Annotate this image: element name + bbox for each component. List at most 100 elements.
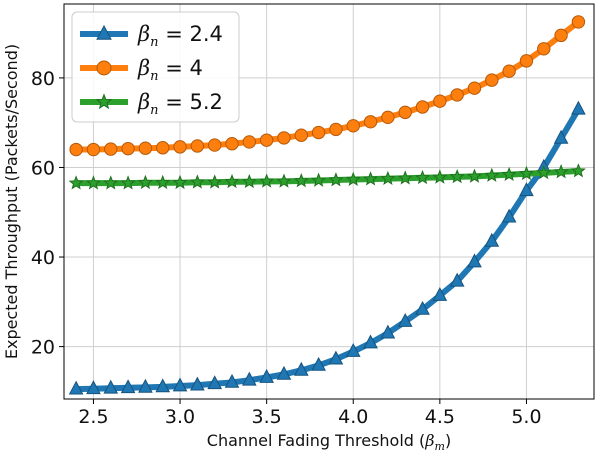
data-point bbox=[85, 175, 101, 190]
legend: βn = 2.4 βn = 4 βn = 5.2 bbox=[71, 11, 240, 123]
data-point bbox=[553, 129, 569, 144]
data-point bbox=[95, 93, 113, 110]
data-point bbox=[466, 168, 483, 183]
data-point bbox=[189, 174, 205, 189]
data-point bbox=[103, 175, 119, 190]
data-point bbox=[432, 169, 448, 184]
y-tick-label: 60 bbox=[31, 157, 55, 179]
legend-box bbox=[71, 11, 240, 123]
data-point bbox=[104, 142, 118, 156]
data-point bbox=[207, 138, 222, 152]
y-axis-label: Expected Throughput (Packets/Second) bbox=[2, 44, 21, 359]
data-point bbox=[242, 135, 257, 149]
data-point bbox=[103, 379, 119, 394]
data-point bbox=[501, 166, 517, 182]
data-point bbox=[311, 172, 327, 187]
data-point bbox=[397, 170, 413, 185]
data-point bbox=[224, 373, 240, 388]
data-point bbox=[224, 173, 240, 189]
legend-label: βn = 2.4 bbox=[137, 22, 223, 50]
x-tick-label: 3.5 bbox=[252, 406, 282, 428]
data-point bbox=[450, 88, 464, 102]
data-point bbox=[345, 342, 361, 357]
data-point bbox=[484, 232, 500, 247]
data-point bbox=[329, 122, 343, 137]
data-point bbox=[241, 371, 257, 386]
data-point bbox=[449, 168, 465, 184]
data-point bbox=[138, 378, 153, 393]
x-tick-label: 2.5 bbox=[78, 406, 108, 428]
plot-frame bbox=[63, 3, 595, 400]
y-axis: 20 40 60 80 bbox=[31, 68, 64, 359]
legend-item: βn = 2.4 bbox=[80, 22, 223, 50]
x-tick-label: 4.5 bbox=[425, 406, 455, 428]
data-point bbox=[415, 100, 430, 114]
data-point bbox=[380, 170, 396, 186]
series-layer bbox=[68, 15, 586, 395]
data-point bbox=[96, 60, 112, 76]
data-point bbox=[502, 64, 516, 78]
x-axis-label: Channel Fading Threshold (βm) bbox=[207, 431, 451, 453]
legend-label: βn = 5.2 bbox=[137, 90, 223, 118]
y-tick-label: 20 bbox=[31, 337, 55, 359]
data-point bbox=[571, 100, 586, 115]
data-point bbox=[485, 73, 499, 87]
data-point bbox=[86, 380, 101, 395]
series-2 bbox=[68, 163, 586, 190]
data-point bbox=[380, 324, 396, 339]
data-point bbox=[415, 169, 431, 185]
data-point bbox=[207, 174, 223, 189]
x-tick-label: 3.0 bbox=[165, 406, 195, 428]
data-point bbox=[173, 140, 187, 154]
data-point bbox=[155, 378, 171, 393]
data-point bbox=[554, 28, 568, 43]
data-point bbox=[537, 42, 551, 56]
x-tick-label: 4.0 bbox=[338, 406, 368, 428]
data-point bbox=[449, 272, 465, 287]
x-tick-label: 5.0 bbox=[511, 406, 541, 428]
data-point bbox=[381, 110, 395, 125]
data-point bbox=[328, 350, 344, 365]
data-point bbox=[156, 141, 170, 155]
data-point bbox=[96, 24, 112, 40]
series-0 bbox=[68, 100, 586, 395]
data-point bbox=[415, 300, 430, 315]
data-point bbox=[225, 137, 239, 151]
data-point bbox=[276, 173, 292, 188]
data-point bbox=[363, 115, 378, 129]
data-point bbox=[172, 377, 188, 392]
data-point bbox=[363, 171, 379, 186]
legend-label: βn = 4 bbox=[137, 56, 203, 84]
x-axis: 2.5 3.0 3.5 4.0 4.5 5.0 bbox=[78, 399, 542, 428]
legend-item: βn = 4 bbox=[80, 56, 203, 84]
data-point bbox=[518, 165, 534, 181]
data-point bbox=[484, 167, 500, 182]
data-point bbox=[259, 368, 274, 383]
data-point bbox=[68, 380, 84, 395]
data-point bbox=[121, 141, 135, 156]
series-line bbox=[76, 107, 581, 393]
legend-item: βn = 5.2 bbox=[80, 90, 223, 118]
data-point bbox=[241, 173, 257, 189]
data-point bbox=[120, 379, 136, 394]
data-point bbox=[553, 164, 569, 179]
data-point bbox=[138, 141, 153, 155]
data-point bbox=[398, 105, 412, 120]
data-point bbox=[467, 81, 482, 95]
data-point bbox=[190, 376, 205, 391]
data-point bbox=[311, 356, 326, 371]
data-point bbox=[277, 131, 291, 145]
data-point bbox=[207, 375, 223, 390]
data-point bbox=[363, 334, 378, 349]
data-point bbox=[137, 174, 153, 190]
data-point bbox=[571, 15, 586, 29]
data-point bbox=[68, 175, 84, 190]
data-point bbox=[346, 119, 360, 133]
data-point bbox=[155, 174, 171, 190]
data-point bbox=[433, 94, 447, 108]
data-point bbox=[519, 182, 534, 197]
data-point bbox=[86, 142, 101, 157]
data-point bbox=[397, 312, 413, 327]
data-point bbox=[432, 286, 448, 301]
data-point bbox=[69, 142, 83, 157]
